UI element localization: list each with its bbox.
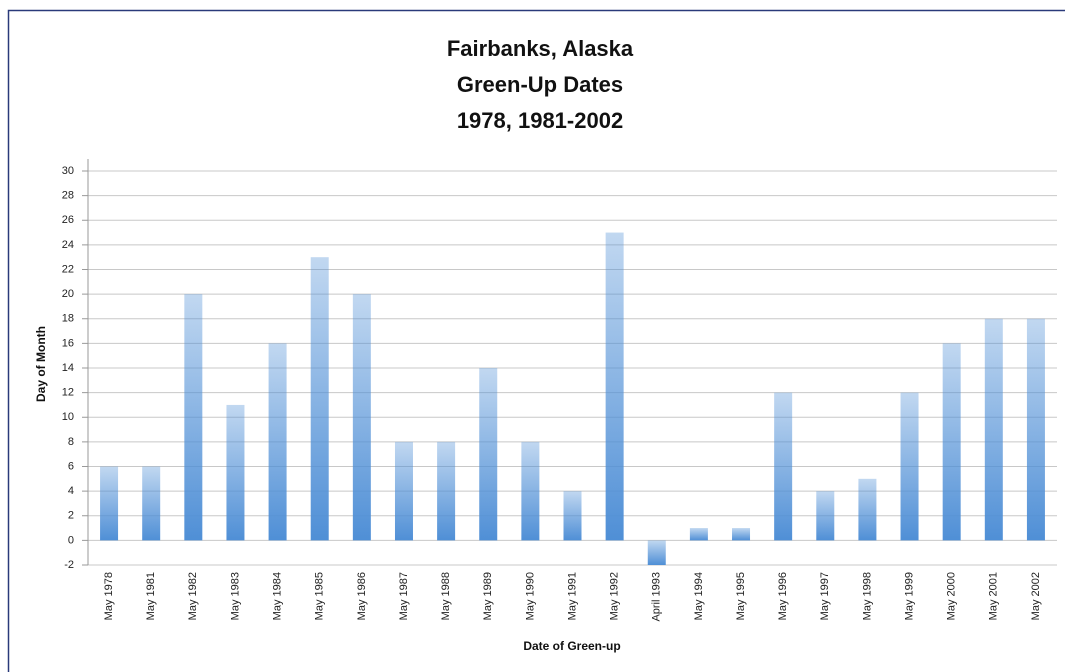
chart-title: Green-Up Dates [457, 72, 623, 97]
y-tick-label: 28 [62, 190, 74, 202]
bar [1026, 318, 1045, 541]
bar [900, 392, 919, 541]
bar [816, 491, 835, 541]
x-tick-label: May 1986 [356, 572, 368, 620]
x-tick-label: May 2002 [1030, 572, 1042, 620]
x-tick-label: May 1999 [903, 572, 915, 620]
x-tick-label: May 1989 [482, 572, 494, 620]
x-tick-label: May 1996 [777, 572, 789, 620]
bar [942, 343, 961, 541]
y-tick-label: 4 [68, 485, 74, 497]
y-tick-label: 24 [62, 239, 74, 251]
x-tick-label: May 1982 [187, 572, 199, 620]
chart-title: Fairbanks, Alaska [447, 36, 634, 61]
x-axis-title: Date of Green-up [523, 639, 620, 653]
x-tick-label: May 1985 [314, 572, 326, 620]
x-tick-label: May 1998 [861, 572, 873, 620]
bar [310, 257, 329, 541]
bar [689, 528, 708, 541]
bar [142, 466, 161, 541]
y-tick-label: 22 [62, 263, 74, 275]
x-tick-label: May 1984 [271, 572, 283, 620]
y-tick-label: 2 [68, 510, 74, 522]
x-tick-label: May 1987 [398, 572, 410, 620]
chart-title: 1978, 1981-2002 [457, 108, 623, 133]
x-tick-label: May 2000 [946, 572, 958, 620]
y-tick-label: 16 [62, 337, 74, 349]
bar [858, 478, 877, 541]
x-tick-label: May 1978 [103, 572, 115, 620]
y-tick-label: 0 [68, 534, 74, 546]
bar [521, 441, 540, 541]
bar [732, 528, 751, 541]
bar [226, 404, 245, 541]
x-tick-label: May 1997 [819, 572, 831, 620]
y-tick-label: 18 [62, 313, 74, 325]
bar [184, 294, 203, 541]
bar [563, 491, 582, 541]
bar [352, 294, 371, 541]
bar [394, 441, 413, 541]
frame [7, 9, 1065, 672]
x-tick-label: April 1993 [651, 572, 663, 622]
y-tick-label: 26 [62, 214, 74, 226]
y-tick-label: -2 [64, 559, 74, 571]
x-tick-label: May 1988 [440, 572, 452, 620]
bar [437, 441, 456, 541]
bar [479, 368, 498, 541]
bar [984, 318, 1003, 541]
y-tick-label: 12 [62, 387, 74, 399]
bar [605, 232, 624, 541]
bar [647, 540, 666, 565]
x-tick-label: May 1992 [609, 572, 621, 620]
y-axis-title: Day of Month [34, 326, 48, 402]
y-tick-label: 6 [68, 460, 74, 472]
x-tick-label: May 1991 [566, 572, 578, 620]
x-tick-label: May 1983 [229, 572, 241, 620]
x-tick-label: May 1995 [735, 572, 747, 620]
x-tick-label: May 1981 [145, 572, 157, 620]
x-tick-label: May 1994 [693, 572, 705, 620]
bar [100, 466, 119, 541]
y-tick-label: 14 [62, 362, 74, 374]
bar [774, 392, 793, 541]
bar [268, 343, 287, 541]
y-tick-label: 8 [68, 436, 74, 448]
y-tick-label: 10 [62, 411, 74, 423]
x-tick-label: May 2001 [988, 572, 1000, 620]
y-tick-label: 30 [62, 165, 74, 177]
y-tick-label: 20 [62, 288, 74, 300]
x-tick-label: May 1990 [524, 572, 536, 620]
